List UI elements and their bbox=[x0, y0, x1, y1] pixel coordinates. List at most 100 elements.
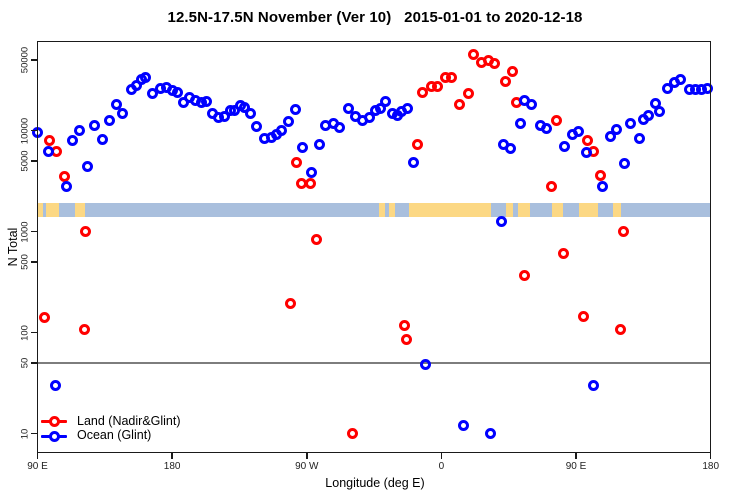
x-tick-label: 90 E bbox=[565, 461, 587, 472]
data-point-ocean bbox=[420, 359, 432, 371]
data-point-land bbox=[80, 226, 92, 237]
data-point-ocean bbox=[313, 138, 325, 150]
data-point-land bbox=[43, 135, 55, 147]
data-point-ocean bbox=[457, 420, 469, 431]
data-point-ocean bbox=[276, 124, 288, 136]
data-point-ocean bbox=[496, 216, 508, 228]
data-point-ocean bbox=[42, 145, 54, 157]
data-point-land bbox=[346, 428, 358, 439]
data-point-land bbox=[617, 226, 629, 237]
data-point-land bbox=[58, 171, 70, 183]
data-point-ocean bbox=[239, 101, 251, 113]
data-point-ocean bbox=[110, 98, 122, 110]
data-point-ocean bbox=[363, 111, 375, 123]
data-point-ocean bbox=[642, 109, 654, 121]
data-point-ocean bbox=[67, 134, 79, 146]
data-point-land bbox=[518, 270, 530, 282]
data-point-ocean bbox=[559, 140, 571, 152]
data-point-ocean bbox=[610, 123, 622, 135]
data-point-land bbox=[546, 180, 558, 192]
y-axis-label: N Total bbox=[6, 227, 20, 267]
map-band bbox=[38, 203, 710, 217]
x-tick bbox=[306, 453, 308, 459]
x-tick bbox=[171, 453, 173, 459]
data-point-ocean bbox=[505, 142, 517, 154]
data-point-ocean bbox=[662, 82, 674, 94]
legend-label: Ocean (Glint) bbox=[77, 428, 152, 442]
data-point-land bbox=[462, 88, 474, 100]
y-tick bbox=[31, 230, 37, 233]
data-point-ocean bbox=[402, 102, 414, 114]
y-tick bbox=[31, 160, 37, 162]
data-point-ocean bbox=[201, 96, 213, 108]
data-point-ocean bbox=[580, 147, 592, 159]
data-point-land bbox=[311, 233, 323, 245]
data-point-ocean bbox=[116, 108, 128, 120]
land-patch bbox=[579, 203, 598, 217]
land-patch bbox=[378, 203, 385, 217]
y-tick bbox=[31, 331, 37, 334]
land-patch bbox=[408, 203, 491, 217]
land-patch bbox=[552, 203, 563, 217]
data-point-ocean bbox=[526, 99, 538, 111]
y-tick-label-text: 1000 bbox=[19, 220, 31, 243]
data-point-land bbox=[39, 312, 51, 324]
data-point-land bbox=[595, 169, 607, 181]
data-point-ocean bbox=[282, 116, 294, 128]
land-patch bbox=[38, 203, 43, 217]
x-tick bbox=[440, 453, 443, 459]
data-point-ocean bbox=[619, 158, 631, 170]
data-point-ocean bbox=[82, 160, 94, 172]
data-point-ocean bbox=[103, 114, 115, 126]
x-tick bbox=[709, 453, 712, 459]
y-tick bbox=[31, 59, 37, 61]
data-point-ocean bbox=[306, 167, 318, 179]
x-tick bbox=[575, 453, 577, 459]
y-tick-label-text: 5000 bbox=[19, 150, 31, 172]
land-patch bbox=[45, 203, 60, 217]
data-point-ocean bbox=[32, 127, 44, 139]
x-tick-label: 180 bbox=[163, 461, 181, 472]
data-point-ocean bbox=[172, 87, 184, 99]
data-point-land bbox=[446, 71, 458, 83]
y-tick-label-text: 500 bbox=[19, 253, 31, 270]
x-axis-label: Longitude (deg E) bbox=[325, 476, 425, 490]
reference-line-50 bbox=[38, 361, 710, 364]
land-patch bbox=[517, 203, 531, 217]
data-point-ocean bbox=[514, 117, 526, 129]
data-point-land bbox=[305, 177, 317, 189]
data-point-ocean bbox=[73, 124, 85, 136]
data-point-land bbox=[615, 324, 627, 336]
data-point-land bbox=[499, 76, 511, 88]
data-point-ocean bbox=[597, 180, 609, 192]
legend-item-ocean: Ocean (Glint) bbox=[41, 428, 261, 444]
land-patch bbox=[613, 203, 621, 217]
data-point-land bbox=[290, 157, 302, 169]
data-point-ocean bbox=[251, 121, 263, 133]
data-point-ocean bbox=[541, 122, 553, 134]
x-tick-label: 180 bbox=[702, 461, 720, 472]
y-tick-label-text: 10 bbox=[19, 428, 31, 439]
legend-label: Land (Nadir&Glint) bbox=[77, 413, 181, 428]
data-point-land bbox=[417, 87, 429, 99]
data-point-land bbox=[431, 81, 443, 93]
data-point-ocean bbox=[97, 133, 109, 145]
land-patch bbox=[389, 203, 396, 217]
data-point-land bbox=[581, 135, 593, 147]
chart-title: 12.5N-17.5N November (Ver 10) 2015-01-01… bbox=[167, 9, 583, 26]
x-tick-label: 90 E bbox=[27, 461, 48, 472]
data-point-land bbox=[551, 115, 563, 127]
data-point-ocean bbox=[334, 121, 346, 133]
data-point-ocean bbox=[625, 118, 636, 130]
x-tick-label: 0 bbox=[438, 461, 445, 472]
data-point-ocean bbox=[296, 141, 308, 153]
data-point-land bbox=[557, 248, 569, 260]
y-tick-label-text: 100 bbox=[19, 324, 31, 341]
data-point-ocean bbox=[407, 157, 419, 169]
data-point-land bbox=[453, 99, 465, 111]
y-tick bbox=[31, 129, 37, 132]
data-point-ocean bbox=[572, 125, 584, 137]
data-point-ocean bbox=[343, 102, 355, 114]
data-point-ocean bbox=[633, 133, 645, 145]
